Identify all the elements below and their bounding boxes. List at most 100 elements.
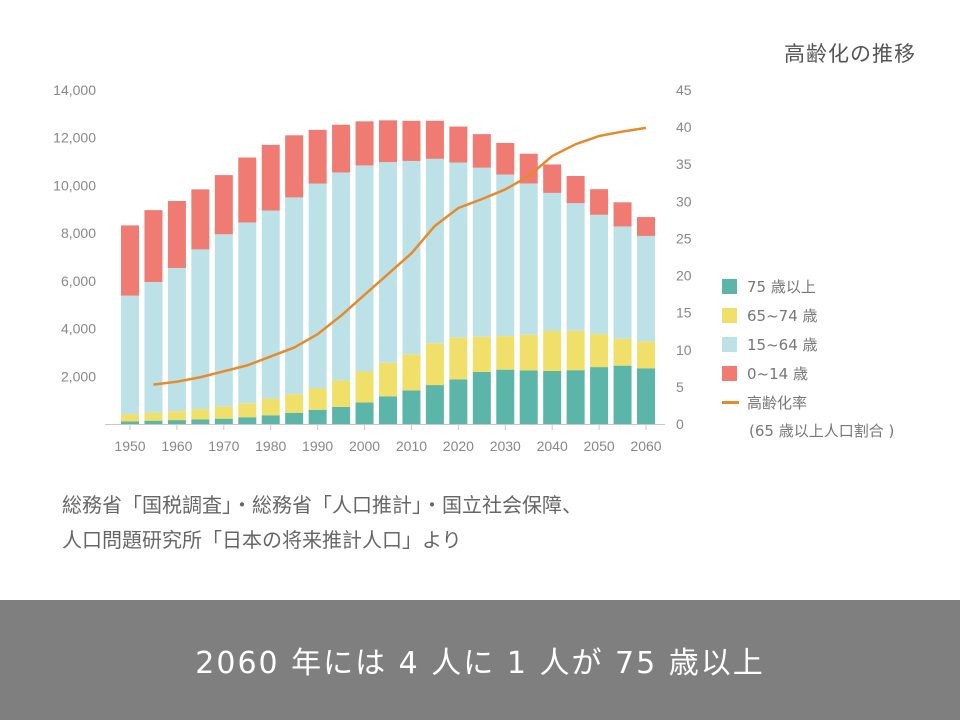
x-tick-label: 2040: [537, 438, 568, 454]
bar-segment: [613, 338, 632, 366]
legend-item-75-plus: 75 歳以上: [722, 272, 894, 301]
bar-segment: [543, 164, 562, 193]
bar-segment: [261, 210, 280, 399]
bar-segment: [261, 144, 280, 211]
bar-segment: [191, 189, 210, 250]
headline: 2060 年には 4 人に 1 人が 75 歳以上: [195, 646, 765, 681]
bar-segment: [144, 412, 163, 421]
bar-segment: [355, 371, 374, 403]
bar-segment: [637, 217, 655, 236]
bar-segment: [637, 368, 655, 424]
x-tick-label: 1980: [255, 438, 286, 454]
legend-item-65-74: 65~74 歳: [722, 301, 894, 330]
y-right-tick-label: 10: [676, 342, 692, 358]
y-right-tick-label: 20: [676, 268, 692, 284]
bar-segment: [425, 385, 444, 424]
bar-segment: [144, 210, 163, 283]
bar-segment: [543, 192, 562, 331]
bar-segment: [449, 337, 468, 380]
bar-segment: [191, 249, 210, 410]
bar-segment: [590, 367, 609, 424]
y-right-tick-label: 15: [676, 305, 692, 321]
bar-segment: [543, 370, 562, 424]
bar-segment: [214, 406, 233, 419]
x-tick-label: 2010: [396, 438, 427, 454]
legend-line-swatch: [722, 401, 739, 404]
bar-segment: [496, 174, 515, 337]
bar-segment: [566, 176, 585, 204]
bar-segment: [308, 388, 327, 410]
legend-swatch-65-74: [722, 308, 737, 323]
bar-segment: [285, 412, 304, 424]
bar-segment: [308, 409, 327, 424]
bar-segment: [308, 129, 327, 184]
legend-note: (65 歳以上人口割合 ): [749, 422, 895, 440]
bar-segment: [214, 418, 233, 424]
source-text: 総務省「国税調査」・総務省「人口推計」・国立社会保障、 人口問題研究所「日本の将…: [62, 493, 582, 552]
population-chart: 2,000 4,000 6,000 8,000 10,000 12,000 14,000 0 5…: [53, 82, 692, 454]
bar-segment: [637, 341, 655, 369]
y-right-tick-label: 25: [676, 230, 692, 246]
bar-segment: [144, 282, 163, 413]
bar-segment: [167, 420, 186, 424]
bar-segment: [238, 417, 257, 424]
bar-segment: [379, 396, 397, 424]
bar-segment: [238, 157, 257, 223]
bar-segment: [425, 158, 444, 344]
bar-segment: [496, 142, 515, 175]
bar-segment: [566, 330, 585, 371]
bar-segment: [121, 421, 139, 424]
y-left-tick-label: 6,000: [61, 273, 96, 289]
bar-segment: [285, 197, 304, 395]
bar-segment: [332, 406, 351, 424]
x-tick-label: 2030: [490, 438, 521, 454]
bar-segment: [519, 153, 538, 184]
legend-label: 15~64 歳: [747, 336, 818, 354]
bar-segment: [566, 370, 585, 424]
y-left-tick-label: 12,000: [53, 130, 96, 146]
bar-segment: [355, 402, 374, 424]
y-left-tick-label: 14,000: [53, 82, 96, 98]
y-right-tick-label: 40: [676, 119, 692, 135]
bar-segment: [402, 354, 421, 391]
bar-segment: [308, 183, 327, 389]
bar-segment: [167, 267, 186, 412]
bar-segment: [590, 189, 609, 215]
bar-segment: [121, 225, 139, 296]
bar-segment: [238, 222, 257, 404]
x-tick-label: 1960: [161, 438, 192, 454]
legend: 75 歳以上 65~74 歳 15~64 歳 0~14 歳 高齢化率 (65 歳…: [722, 272, 894, 446]
x-tick-label: 2000: [349, 438, 380, 454]
bar-segment: [402, 390, 421, 424]
bar-segment: [425, 120, 444, 159]
bar-segment: [191, 409, 210, 420]
bar-segment: [543, 330, 562, 371]
y-right-tick-label: 5: [676, 379, 684, 395]
bar-segment: [144, 420, 163, 424]
bar-segment: [402, 160, 421, 355]
bar-segment: [167, 201, 186, 268]
bar-segment: [379, 362, 397, 397]
bar-segment: [332, 124, 351, 173]
y-left-tick-label: 4,000: [61, 321, 96, 337]
chart-title: 高齢化の推移: [784, 42, 916, 66]
bar-segment: [496, 369, 515, 424]
x-tick-label: 2020: [443, 438, 474, 454]
bar-segment: [566, 203, 585, 331]
bar-segment: [519, 370, 538, 424]
bar-segment: [496, 336, 515, 370]
y-left-tick-label: 8,000: [61, 225, 96, 241]
bar-segment: [449, 379, 468, 424]
bar-segment: [214, 175, 233, 235]
bar-segment: [472, 134, 491, 168]
bar-segment: [214, 234, 233, 407]
bar-segment: [261, 398, 280, 416]
legend-label: 65~74 歳: [747, 307, 818, 325]
bar-segment: [472, 336, 491, 372]
bar-segment: [402, 120, 421, 161]
bar-segment: [590, 214, 609, 335]
bar-segment: [613, 365, 632, 424]
x-tick-label: 1990: [302, 438, 333, 454]
bar-segment: [519, 183, 538, 335]
bar-segment: [332, 380, 351, 407]
